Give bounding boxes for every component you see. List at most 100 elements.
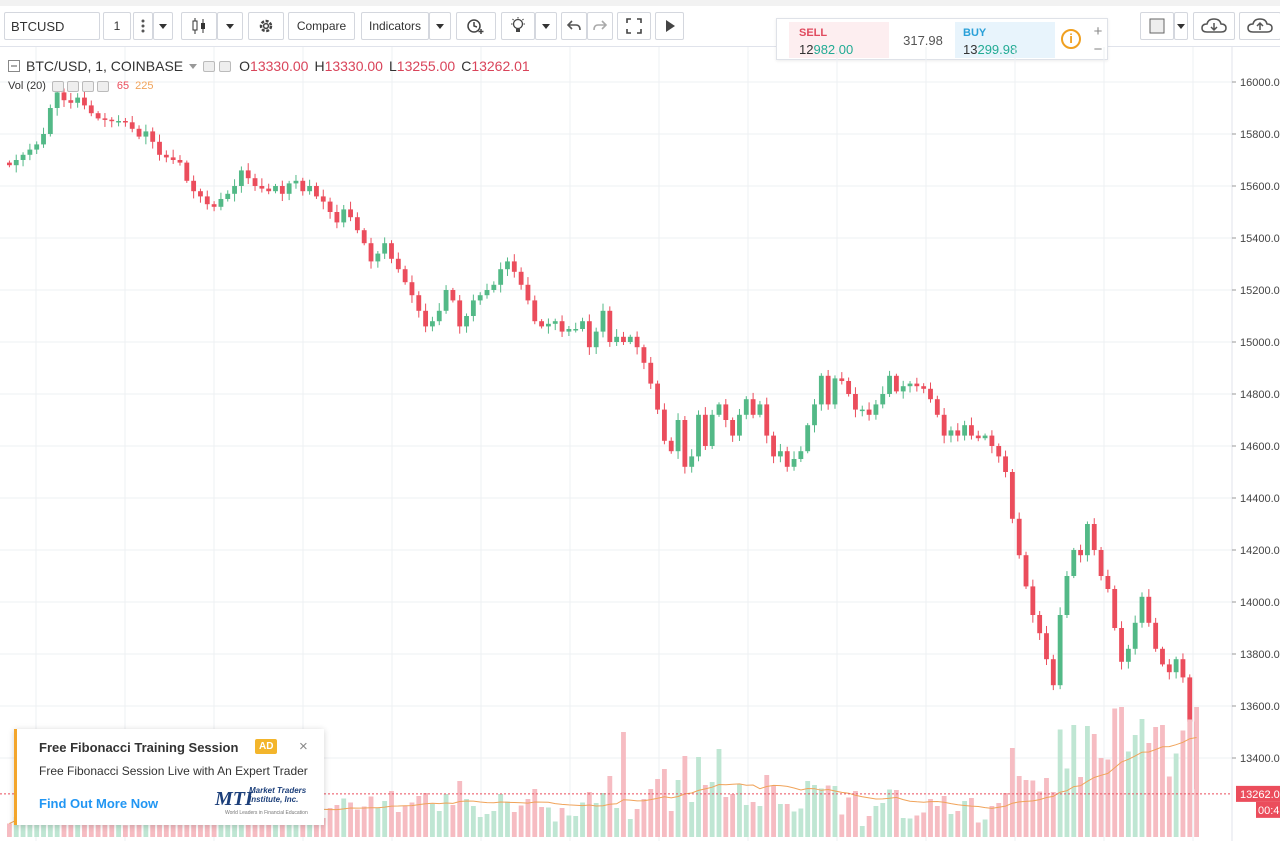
- volume-bar: [1132, 735, 1138, 837]
- ad-description: Free Fibonacci Session Live with An Expe…: [39, 764, 308, 778]
- indicators-button[interactable]: Indicators: [361, 12, 429, 40]
- ideas-dropdown[interactable]: [535, 12, 557, 40]
- chart-style-button[interactable]: [181, 12, 217, 40]
- volume-bar: [498, 794, 504, 837]
- volume-bar: [934, 806, 940, 837]
- buy-button[interactable]: BUY 13299.98: [955, 22, 1055, 58]
- redo-button[interactable]: [587, 12, 613, 40]
- volume-bar: [518, 805, 524, 837]
- chart-style-dropdown[interactable]: [217, 12, 243, 40]
- ad-logo[interactable]: MTI Market Traders Institute, Inc. World …: [215, 786, 315, 818]
- candle-body: [1098, 550, 1104, 576]
- volume-bar: [484, 814, 490, 837]
- candle-body: [764, 404, 770, 436]
- sell-button[interactable]: SELL 12982.00: [789, 22, 889, 58]
- candle-body: [54, 92, 60, 108]
- volume-bar: [457, 781, 463, 837]
- volume-bar: [941, 796, 947, 837]
- volume-bar: [771, 786, 776, 837]
- volume-bar: [450, 805, 456, 837]
- symbol-input[interactable]: BTCUSD: [4, 12, 100, 40]
- close-icon[interactable]: ×: [299, 738, 308, 755]
- settings-small-icon[interactable]: [66, 80, 79, 92]
- volume-bar: [962, 801, 968, 837]
- chevron-down-icon: [436, 23, 444, 29]
- candle-body: [784, 451, 790, 467]
- volume-bar: [730, 794, 736, 837]
- candle-body: [75, 97, 81, 103]
- volume-bar: [102, 817, 108, 837]
- volume-bar: [805, 781, 811, 837]
- volume-bar: [825, 785, 831, 837]
- candle-body: [1173, 659, 1179, 673]
- legend-open: O13330.00: [239, 58, 309, 74]
- candle-body: [600, 310, 606, 332]
- undo-button[interactable]: [561, 12, 587, 40]
- interval-button[interactable]: 1: [103, 12, 131, 40]
- candle-body: [122, 121, 128, 123]
- candle-body: [887, 375, 892, 394]
- volume-bar: [648, 789, 654, 837]
- candle-body: [334, 212, 340, 223]
- legend-low: L13255.00: [388, 58, 456, 74]
- info-icon[interactable]: i: [1061, 29, 1081, 49]
- volume-bar: [887, 789, 892, 837]
- volume-bar: [464, 799, 469, 837]
- candle-body: [737, 414, 742, 436]
- volume-bar: [621, 732, 626, 837]
- candle-body: [982, 435, 988, 439]
- fullscreen-button[interactable]: [617, 12, 651, 40]
- candle-body: [395, 258, 401, 270]
- eye-icon[interactable]: [203, 60, 216, 72]
- candle-body: [314, 186, 319, 197]
- y-tick-label: 14600.00: [1240, 441, 1280, 453]
- ad-link[interactable]: Find Out More Now: [39, 796, 159, 811]
- volume-bar: [334, 805, 340, 837]
- volume-bar: [661, 769, 667, 837]
- indicators-dropdown[interactable]: [429, 12, 451, 40]
- plus-icon[interactable]: +: [1093, 23, 1103, 40]
- volume-bar: [893, 790, 899, 837]
- settings-button[interactable]: [248, 12, 284, 40]
- volume-bar: [1023, 780, 1029, 837]
- compare-button[interactable]: Compare: [288, 12, 355, 40]
- volume-bar: [477, 817, 483, 837]
- close-small-icon[interactable]: [96, 80, 109, 92]
- candle-body: [839, 378, 845, 381]
- ideas-button[interactable]: [501, 12, 535, 40]
- candle-body: [1132, 622, 1138, 649]
- cloud-save-button[interactable]: [1239, 12, 1280, 40]
- layout-button[interactable]: [1140, 12, 1174, 40]
- candle-body: [464, 316, 469, 327]
- candle-body: [880, 394, 886, 405]
- volume-bar: [279, 815, 285, 837]
- cloud-load-button[interactable]: [1193, 12, 1235, 40]
- chevron-down-icon[interactable]: [189, 63, 198, 69]
- candle-body: [136, 128, 142, 137]
- interval-dropdown-button[interactable]: [153, 12, 173, 40]
- settings-small-icon[interactable]: [219, 60, 232, 72]
- interval-menu-button[interactable]: [133, 12, 153, 40]
- candle-body: [928, 388, 933, 400]
- candle-body: [1009, 472, 1015, 519]
- alert-button[interactable]: [456, 12, 496, 40]
- candle-body: [1071, 550, 1077, 576]
- price-chart[interactable]: 16000.00 15800.00 15600.00 15400.00 15200.00…: [0, 47, 1280, 841]
- volume-bar: [361, 806, 367, 837]
- volume-bar: [1071, 725, 1077, 837]
- candle-body: [409, 282, 415, 296]
- chart-area[interactable]: 16000.00 15800.00 15600.00 15400.00 15200.00…: [0, 47, 1280, 841]
- sell-price-prefix: 12: [799, 42, 814, 57]
- collapse-legend-icon[interactable]: [8, 60, 20, 72]
- candle-body: [921, 386, 927, 389]
- candle-body: [61, 92, 67, 101]
- candle-body: [948, 430, 954, 436]
- candle-body: [191, 180, 197, 192]
- candle-body: [907, 383, 913, 387]
- volume-bar: [737, 784, 742, 837]
- eye-icon[interactable]: [51, 80, 64, 92]
- replay-button[interactable]: [655, 12, 684, 40]
- plus-small-icon[interactable]: [81, 80, 94, 92]
- layout-dropdown[interactable]: [1174, 12, 1188, 40]
- minus-icon[interactable]: −: [1093, 41, 1103, 58]
